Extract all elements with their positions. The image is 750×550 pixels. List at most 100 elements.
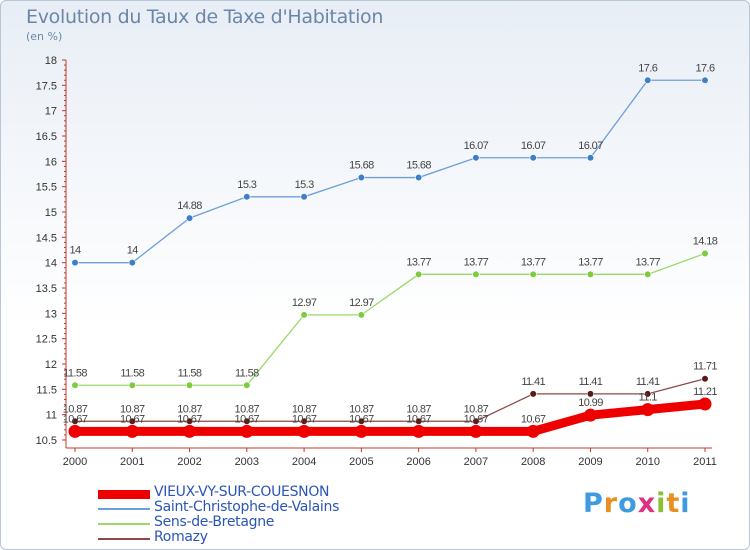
data-label-saint-christophe-de-valains: 16.07 bbox=[578, 140, 603, 152]
y-tick-label: 15 bbox=[45, 207, 57, 219]
x-tick-label: 2006 bbox=[406, 456, 430, 468]
series-line-romazy bbox=[75, 378, 706, 422]
data-label-romazy: 10.87 bbox=[406, 403, 431, 415]
y-tick-label: 13.5 bbox=[36, 283, 57, 295]
x-tick-label: 2002 bbox=[177, 456, 201, 468]
legend-label-saint-christophe: Saint-Christophe-de-Valains bbox=[154, 499, 340, 515]
y-tick-label: 14.5 bbox=[36, 232, 57, 244]
data-point-sens-de-bretagne bbox=[644, 270, 652, 278]
data-label-romazy: 10.87 bbox=[177, 403, 202, 415]
data-point-saint-christophe-de-valains bbox=[357, 173, 365, 182]
data-label-vieux-vy-sur-couesnon: 10.67 bbox=[406, 413, 431, 425]
series-line-vieux-vy-sur-couesnon bbox=[70, 399, 710, 436]
data-label-saint-christophe-de-valains: 17.6 bbox=[638, 62, 657, 74]
data-point-sens-de-bretagne bbox=[357, 311, 365, 319]
legend-swatch-romazy bbox=[98, 538, 150, 540]
data-point-vieux-vy-sur-couesnon bbox=[297, 424, 311, 438]
data-label-sens-de-bretagne: 11.58 bbox=[235, 367, 259, 379]
data-point-vieux-vy-sur-couesnon bbox=[354, 424, 368, 438]
data-point-romazy bbox=[586, 390, 595, 398]
data-label-romazy: 11.41 bbox=[636, 376, 660, 388]
y-tick-label: 11.5 bbox=[36, 384, 57, 396]
data-point-romazy bbox=[243, 417, 251, 425]
data-point-sens-de-bretagne bbox=[128, 381, 136, 389]
data-point-sens-de-bretagne bbox=[701, 249, 709, 258]
data-label-saint-christophe-de-valains: 15.68 bbox=[349, 160, 374, 172]
x-tick-label: 2003 bbox=[235, 456, 259, 468]
data-point-romazy bbox=[300, 417, 308, 425]
data-point-saint-christophe-de-valains bbox=[586, 154, 595, 162]
y-tick-label: 17.5 bbox=[36, 80, 57, 92]
data-point-vieux-vy-sur-couesnon bbox=[469, 424, 483, 438]
series-line-sens-de-bretagne bbox=[75, 252, 706, 386]
data-point-saint-christophe-de-valains bbox=[472, 154, 480, 162]
data-label-romazy: 11.71 bbox=[693, 361, 717, 373]
x-tick-label: 2011 bbox=[693, 456, 717, 468]
data-point-sens-de-bretagne bbox=[529, 270, 537, 278]
data-label-sens-de-bretagne: 14.18 bbox=[693, 236, 718, 248]
data-point-saint-christophe-de-valains bbox=[185, 214, 194, 222]
data-label-sens-de-bretagne: 13.77 bbox=[635, 256, 660, 268]
data-label-vieux-vy-sur-couesnon: 10.67 bbox=[120, 413, 145, 425]
data-point-saint-christophe-de-valains bbox=[701, 76, 709, 84]
data-point-vieux-vy-sur-couesnon bbox=[125, 424, 139, 438]
data-point-saint-christophe-de-valains bbox=[243, 193, 251, 201]
legend-swatch-vieux-vy bbox=[98, 490, 150, 499]
x-tick-label: 2000 bbox=[63, 456, 87, 468]
data-label-vieux-vy-sur-couesnon: 10.67 bbox=[349, 413, 374, 425]
data-label-sens-de-bretagne: 12.97 bbox=[349, 297, 374, 309]
data-point-sens-de-bretagne bbox=[586, 270, 595, 278]
x-tick-label: 2009 bbox=[578, 456, 602, 468]
data-label-vieux-vy-sur-couesnon: 10.67 bbox=[292, 413, 317, 425]
y-tick-label: 14 bbox=[45, 258, 57, 270]
data-label-saint-christophe-de-valains: 14.88 bbox=[177, 200, 202, 212]
data-label-saint-christophe-de-valains: 15.3 bbox=[295, 179, 314, 191]
data-point-saint-christophe-de-valains bbox=[300, 193, 308, 201]
logo-letter: r bbox=[603, 488, 619, 519]
data-point-sens-de-bretagne bbox=[71, 381, 79, 389]
x-tick-label: 2004 bbox=[292, 456, 316, 468]
logo-letter: i bbox=[656, 488, 667, 519]
data-label-sens-de-bretagne: 11.58 bbox=[63, 367, 87, 379]
data-point-romazy bbox=[71, 417, 79, 425]
data-label-saint-christophe-de-valains: 16.07 bbox=[464, 140, 489, 152]
data-label-sens-de-bretagne: 12.97 bbox=[292, 297, 317, 309]
data-label-vieux-vy-sur-couesnon: 10.67 bbox=[521, 413, 546, 425]
data-label-romazy: 11.41 bbox=[579, 376, 603, 388]
data-point-sens-de-bretagne bbox=[243, 381, 251, 389]
x-tick-label: 2005 bbox=[349, 456, 373, 468]
legend-swatch-sens-de-bretagne bbox=[98, 523, 150, 525]
data-label-saint-christophe-de-valains: 15.68 bbox=[406, 160, 431, 172]
data-point-sens-de-bretagne bbox=[472, 270, 480, 278]
legend-label-sens-de-bretagne: Sens-de-Bretagne bbox=[154, 514, 275, 530]
series-line-saint-christophe-de-valains bbox=[75, 79, 705, 264]
proxiti-logo: Proxiti bbox=[583, 488, 691, 519]
y-tick-label: 11 bbox=[46, 410, 57, 422]
y-tick-label: 12.5 bbox=[36, 334, 57, 346]
data-label-sens-de-bretagne: 13.77 bbox=[578, 256, 603, 268]
data-point-vieux-vy-sur-couesnon bbox=[641, 403, 655, 417]
data-point-romazy bbox=[357, 417, 365, 425]
data-point-vieux-vy-sur-couesnon bbox=[68, 424, 82, 438]
data-point-saint-christophe-de-valains bbox=[529, 154, 537, 162]
logo-letter: x bbox=[637, 488, 657, 519]
data-label-sens-de-bretagne: 13.77 bbox=[406, 256, 431, 268]
legend-label-vieux-vy: VIEUX-VY-SUR-COUESNON bbox=[154, 484, 330, 500]
legend-swatch-saint-christophe bbox=[98, 508, 150, 510]
data-label-sens-de-bretagne: 13.77 bbox=[464, 256, 489, 268]
data-label-vieux-vy-sur-couesnon: 11.21 bbox=[693, 386, 717, 398]
data-label-saint-christophe-de-valains: 16.07 bbox=[521, 140, 546, 152]
data-point-sens-de-bretagne bbox=[415, 270, 423, 278]
y-tick-label: 17 bbox=[45, 106, 57, 118]
data-label-sens-de-bretagne: 13.77 bbox=[521, 256, 546, 268]
y-tick-label: 16.5 bbox=[36, 131, 57, 143]
data-label-vieux-vy-sur-couesnon: 11.1 bbox=[639, 392, 658, 404]
data-label-romazy: 10.87 bbox=[349, 403, 374, 415]
data-label-saint-christophe-de-valains: 14 bbox=[127, 245, 139, 257]
data-point-saint-christophe-de-valains bbox=[415, 173, 423, 182]
data-point-saint-christophe-de-valains bbox=[128, 259, 136, 267]
data-label-romazy: 11.41 bbox=[521, 376, 545, 388]
data-point-saint-christophe-de-valains bbox=[644, 76, 652, 84]
